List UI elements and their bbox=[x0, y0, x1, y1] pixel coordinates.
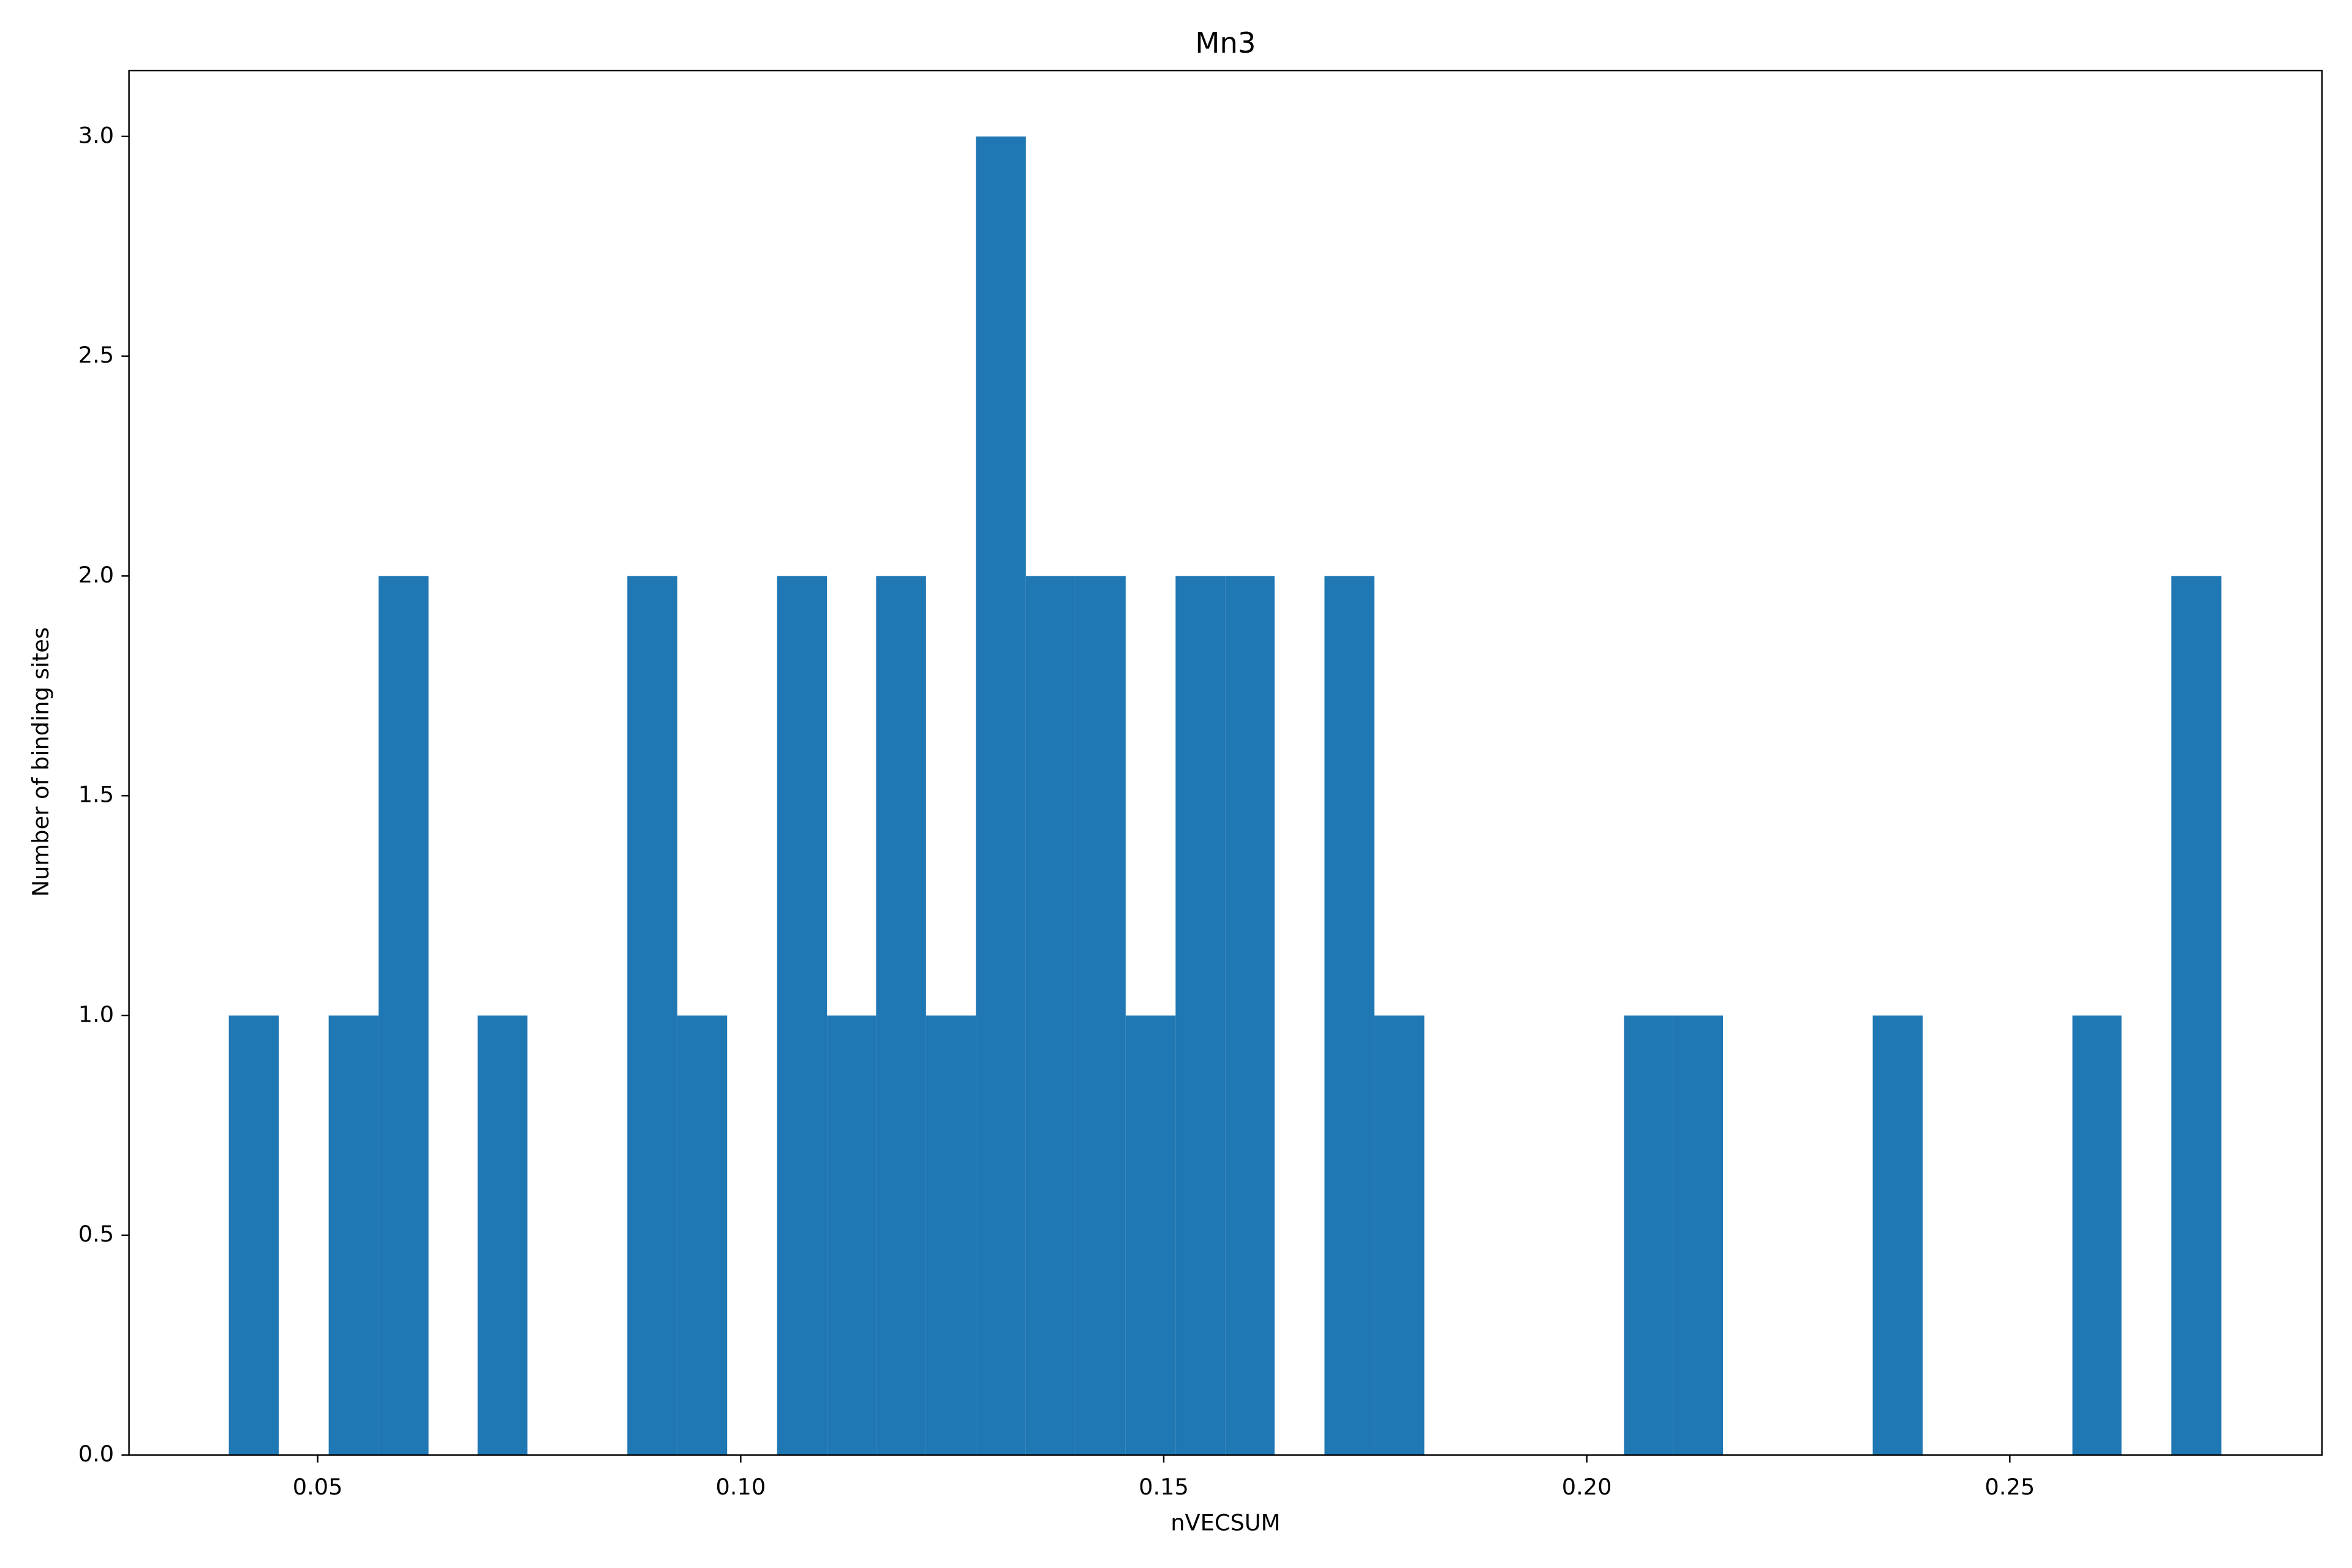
bar bbox=[379, 576, 429, 1455]
bar bbox=[1175, 576, 1226, 1455]
bar bbox=[1872, 1015, 1923, 1455]
bar bbox=[976, 136, 1026, 1455]
y-tick-label: 0.5 bbox=[78, 1221, 114, 1247]
y-tick-label: 2.0 bbox=[78, 562, 114, 588]
y-tick-label: 1.0 bbox=[78, 1001, 114, 1027]
bar bbox=[1076, 576, 1126, 1455]
bar bbox=[1225, 576, 1275, 1455]
x-axis-label: nVECSUM bbox=[1170, 1510, 1280, 1536]
bar bbox=[925, 1015, 976, 1455]
bar bbox=[827, 1015, 876, 1455]
bar bbox=[777, 576, 827, 1455]
bar bbox=[1025, 576, 1076, 1455]
x-tick-label: 0.05 bbox=[293, 1474, 343, 1500]
bar bbox=[328, 1015, 379, 1455]
bar bbox=[627, 576, 677, 1455]
bar bbox=[876, 576, 926, 1455]
x-tick-label: 0.10 bbox=[715, 1474, 766, 1500]
y-axis-label: Number of binding sites bbox=[28, 627, 54, 897]
chart-title: Mn3 bbox=[1195, 26, 1256, 59]
y-tick-label: 2.5 bbox=[78, 342, 114, 368]
axes-frame bbox=[128, 69, 2323, 1456]
y-tick-label: 3.0 bbox=[78, 122, 114, 148]
plot-area: 0.05 0.10 0.15 0.20 0.25 0.0 0.5 1.0 1.5 2.0 2.5 3.… bbox=[78, 122, 2222, 1500]
bar bbox=[2072, 1015, 2122, 1455]
x-tick-label: 0.25 bbox=[1985, 1474, 2035, 1500]
bar bbox=[1374, 1015, 1425, 1455]
bar bbox=[477, 1015, 528, 1455]
y-tick-label: 0.0 bbox=[78, 1441, 114, 1467]
y-tick-label: 1.5 bbox=[78, 782, 114, 808]
x-tick-label: 0.20 bbox=[1562, 1474, 1612, 1500]
bar bbox=[1673, 1015, 1724, 1455]
bar bbox=[1624, 1015, 1674, 1455]
bar bbox=[1125, 1015, 1176, 1455]
x-tick-label: 0.15 bbox=[1139, 1474, 1189, 1500]
bar bbox=[2171, 576, 2222, 1455]
bar bbox=[228, 1015, 279, 1455]
bar bbox=[677, 1015, 728, 1455]
bar bbox=[1324, 576, 1374, 1455]
